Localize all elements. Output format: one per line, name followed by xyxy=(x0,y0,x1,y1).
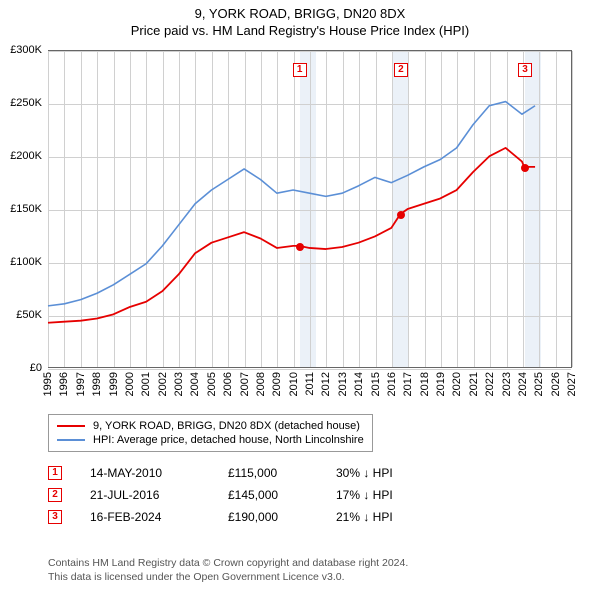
y-tick-label: £250K xyxy=(10,97,42,109)
y-tick-label: £150K xyxy=(10,203,42,215)
x-tick-label: 2003 xyxy=(173,372,185,396)
chart-title: 9, YORK ROAD, BRIGG, DN20 8DX xyxy=(0,6,600,21)
x-tick-label: 2025 xyxy=(533,372,545,396)
x-tick-label: 2000 xyxy=(124,372,136,396)
sale-row: 3 16-FEB-2024 £190,000 21% ↓ HPI xyxy=(48,506,436,528)
sale-date: 14-MAY-2010 xyxy=(90,466,200,480)
sale-price: £190,000 xyxy=(228,510,308,524)
x-tick-label: 2022 xyxy=(484,372,496,396)
sale-marker-dot xyxy=(296,243,304,251)
series-line-hpi xyxy=(48,102,535,306)
footer: Contains HM Land Registry data © Crown c… xyxy=(48,556,408,584)
plot-area: 1 2 3 xyxy=(48,50,572,368)
sale-marker-box: 1 xyxy=(293,63,307,77)
x-tick-label: 2019 xyxy=(435,372,447,396)
sale-delta: 21% ↓ HPI xyxy=(336,510,436,524)
x-tick-label: 2024 xyxy=(517,372,529,396)
y-tick-label: £200K xyxy=(10,150,42,162)
x-tick-label: 1996 xyxy=(58,372,70,396)
chart-subtitle: Price paid vs. HM Land Registry's House … xyxy=(0,23,600,38)
chart-svg xyxy=(48,51,571,367)
x-tick-label: 2021 xyxy=(468,372,480,396)
y-tick-label: £300K xyxy=(10,44,42,56)
sale-marker-box: 3 xyxy=(518,63,532,77)
x-tick-label: 2017 xyxy=(402,372,414,396)
x-tick-label: 1995 xyxy=(42,372,54,396)
legend-item: HPI: Average price, detached house, Nort… xyxy=(57,433,364,447)
x-tick-label: 2026 xyxy=(550,372,562,396)
y-tick-label: £0 xyxy=(30,362,42,374)
x-tick-label: 1997 xyxy=(75,372,87,396)
sale-row: 1 14-MAY-2010 £115,000 30% ↓ HPI xyxy=(48,462,436,484)
sale-price: £145,000 xyxy=(228,488,308,502)
x-tick-label: 2008 xyxy=(255,372,267,396)
x-tick-label: 2014 xyxy=(353,372,365,396)
x-axis: 1995199619971998199920002001200220032004… xyxy=(48,368,572,408)
x-tick-label: 1999 xyxy=(108,372,120,396)
legend-swatch xyxy=(57,425,85,427)
x-tick-label: 2001 xyxy=(140,372,152,396)
y-tick-label: £50K xyxy=(16,309,42,321)
x-tick-label: 2004 xyxy=(189,372,201,396)
sale-delta: 17% ↓ HPI xyxy=(336,488,436,502)
legend-item: 9, YORK ROAD, BRIGG, DN20 8DX (detached … xyxy=(57,419,364,433)
x-tick-label: 2020 xyxy=(451,372,463,396)
sale-price: £115,000 xyxy=(228,466,308,480)
sale-marker-dot xyxy=(397,211,405,219)
x-tick-label: 2012 xyxy=(320,372,332,396)
x-gridline xyxy=(572,51,573,367)
x-tick-label: 2018 xyxy=(419,372,431,396)
sale-row-marker: 3 xyxy=(48,510,62,524)
x-tick-label: 2002 xyxy=(157,372,169,396)
legend: 9, YORK ROAD, BRIGG, DN20 8DX (detached … xyxy=(48,414,373,452)
x-tick-label: 1998 xyxy=(91,372,103,396)
sale-row: 2 21-JUL-2016 £145,000 17% ↓ HPI xyxy=(48,484,436,506)
x-tick-label: 2010 xyxy=(288,372,300,396)
sale-date: 21-JUL-2016 xyxy=(90,488,200,502)
x-tick-label: 2015 xyxy=(370,372,382,396)
x-tick-label: 2006 xyxy=(222,372,234,396)
x-tick-label: 2011 xyxy=(304,372,316,396)
sale-row-marker: 1 xyxy=(48,466,62,480)
x-tick-label: 2009 xyxy=(271,372,283,396)
x-tick-label: 2005 xyxy=(206,372,218,396)
y-axis: £0£50K£100K£150K£200K£250K£300K xyxy=(0,50,48,368)
x-tick-label: 2023 xyxy=(501,372,513,396)
legend-swatch xyxy=(57,439,85,441)
sale-marker-dot xyxy=(521,164,529,172)
sale-delta: 30% ↓ HPI xyxy=(336,466,436,480)
series-line-property xyxy=(48,148,535,323)
footer-line-1: Contains HM Land Registry data © Crown c… xyxy=(48,556,408,570)
x-tick-label: 2007 xyxy=(239,372,251,396)
x-tick-label: 2013 xyxy=(337,372,349,396)
legend-label: 9, YORK ROAD, BRIGG, DN20 8DX (detached … xyxy=(93,420,360,432)
sale-date: 16-FEB-2024 xyxy=(90,510,200,524)
sales-table: 1 14-MAY-2010 £115,000 30% ↓ HPI 2 21-JUL-201… xyxy=(48,462,436,528)
title-block: 9, YORK ROAD, BRIGG, DN20 8DX Price paid… xyxy=(0,0,600,40)
legend-label: HPI: Average price, detached house, Nort… xyxy=(93,434,364,446)
sale-marker-box: 2 xyxy=(394,63,408,77)
chart-container: 9, YORK ROAD, BRIGG, DN20 8DX Price paid… xyxy=(0,0,600,590)
footer-line-2: This data is licensed under the Open Gov… xyxy=(48,570,408,584)
x-tick-label: 2027 xyxy=(566,372,578,396)
sale-row-marker: 2 xyxy=(48,488,62,502)
y-tick-label: £100K xyxy=(10,256,42,268)
x-tick-label: 2016 xyxy=(386,372,398,396)
